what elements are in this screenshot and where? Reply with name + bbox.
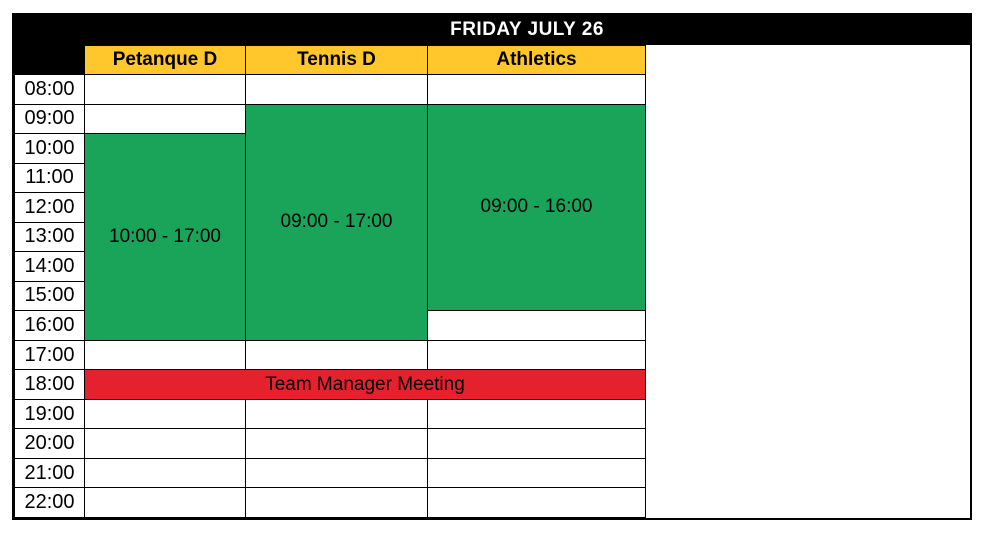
time-label-1200: 12:00 <box>14 192 85 223</box>
day-title-bar: FRIDAY JULY 26 <box>14 15 970 45</box>
cell-tennis-1900[interactable] <box>245 398 428 430</box>
time-label-2200: 22:00 <box>14 487 85 518</box>
cell-tennis-0800[interactable] <box>245 74 428 105</box>
event-team-manager-meeting[interactable]: Team Manager Meeting <box>84 369 646 400</box>
time-label-1000: 10:00 <box>14 133 85 164</box>
row-1300: 13:00 <box>14 221 646 253</box>
time-label-2000: 20:00 <box>14 428 85 459</box>
day-title: FRIDAY JULY 26 <box>450 19 604 40</box>
time-label-1400: 14:00 <box>14 251 85 282</box>
row-1200: 12:00 <box>14 192 646 223</box>
row-1400: 14:00 <box>14 251 646 282</box>
row-2000: 20:00 <box>14 428 646 459</box>
time-label-1900: 19:00 <box>14 398 85 430</box>
cell-tennis-2100[interactable] <box>245 457 428 489</box>
time-label-0900: 09:00 <box>14 103 85 135</box>
time-label-1600: 16:00 <box>14 310 85 341</box>
cell-tennis-2200[interactable] <box>245 487 428 518</box>
cell-tennis-1700[interactable] <box>245 339 428 371</box>
cell-petanque-2100[interactable] <box>84 457 246 489</box>
row-0800: 08:00 <box>14 74 646 105</box>
time-label-1700: 17:00 <box>14 339 85 371</box>
row-1000: 10:00 10:00 - 17:00 <box>14 133 646 341</box>
row-1700: 17:00 <box>14 339 646 371</box>
event-tennis[interactable]: 09:00 - 17:00 <box>245 103 428 341</box>
row-2200: 22:00 <box>14 487 646 518</box>
time-label-1800: 18:00 <box>14 369 85 400</box>
header-row: Petanque D Tennis D Athletics <box>14 45 646 75</box>
cell-athletics-2000[interactable] <box>427 428 646 459</box>
event-petanque[interactable]: 10:00 - 17:00 <box>84 133 246 341</box>
sheet-body: Petanque D Tennis D Athletics 08:00 09:0… <box>14 45 970 518</box>
cell-petanque-2000[interactable] <box>84 428 246 459</box>
cell-athletics-2100[interactable] <box>427 457 646 489</box>
schedule-sheet: FRIDAY JULY 26 Petanque D Tennis D Athle… <box>12 13 972 520</box>
time-label-1100: 11:00 <box>14 162 85 194</box>
time-label-2100: 21:00 <box>14 457 85 489</box>
column-header-petanque: Petanque D <box>84 45 246 75</box>
row-1900: 19:00 <box>14 398 646 430</box>
cell-athletics-1700[interactable] <box>427 339 646 371</box>
cell-petanque-2200[interactable] <box>84 487 246 518</box>
schedule-table: Petanque D Tennis D Athletics 08:00 09:0… <box>14 45 646 518</box>
event-athletics[interactable]: 09:00 - 16:00 <box>427 103 646 312</box>
empty-sheet-area <box>646 45 970 518</box>
row-0900: 09:00 09:00 - 17:00 09:00 - 16:00 <box>14 103 646 341</box>
cell-petanque-0800[interactable] <box>84 74 246 105</box>
cell-athletics-1600[interactable] <box>427 310 646 341</box>
cell-petanque-1700[interactable] <box>84 339 246 371</box>
row-1800: 18:00 Team Manager Meeting <box>14 369 646 400</box>
time-label-0800: 08:00 <box>14 74 85 105</box>
time-label-1300: 13:00 <box>14 221 85 253</box>
cell-petanque-0900[interactable] <box>84 103 246 135</box>
cell-athletics-1900[interactable] <box>427 398 646 430</box>
time-label-1500: 15:00 <box>14 280 85 312</box>
row-2100: 21:00 <box>14 457 646 489</box>
row-1600: 16:00 <box>14 310 646 341</box>
cell-petanque-1900[interactable] <box>84 398 246 430</box>
column-header-tennis: Tennis D <box>245 45 428 75</box>
column-header-athletics: Athletics <box>427 45 646 75</box>
cell-tennis-2000[interactable] <box>245 428 428 459</box>
cell-athletics-0800[interactable] <box>427 74 646 105</box>
cell-athletics-2200[interactable] <box>427 487 646 518</box>
corner-cell <box>14 45 85 75</box>
row-1500: 15:00 <box>14 280 646 312</box>
